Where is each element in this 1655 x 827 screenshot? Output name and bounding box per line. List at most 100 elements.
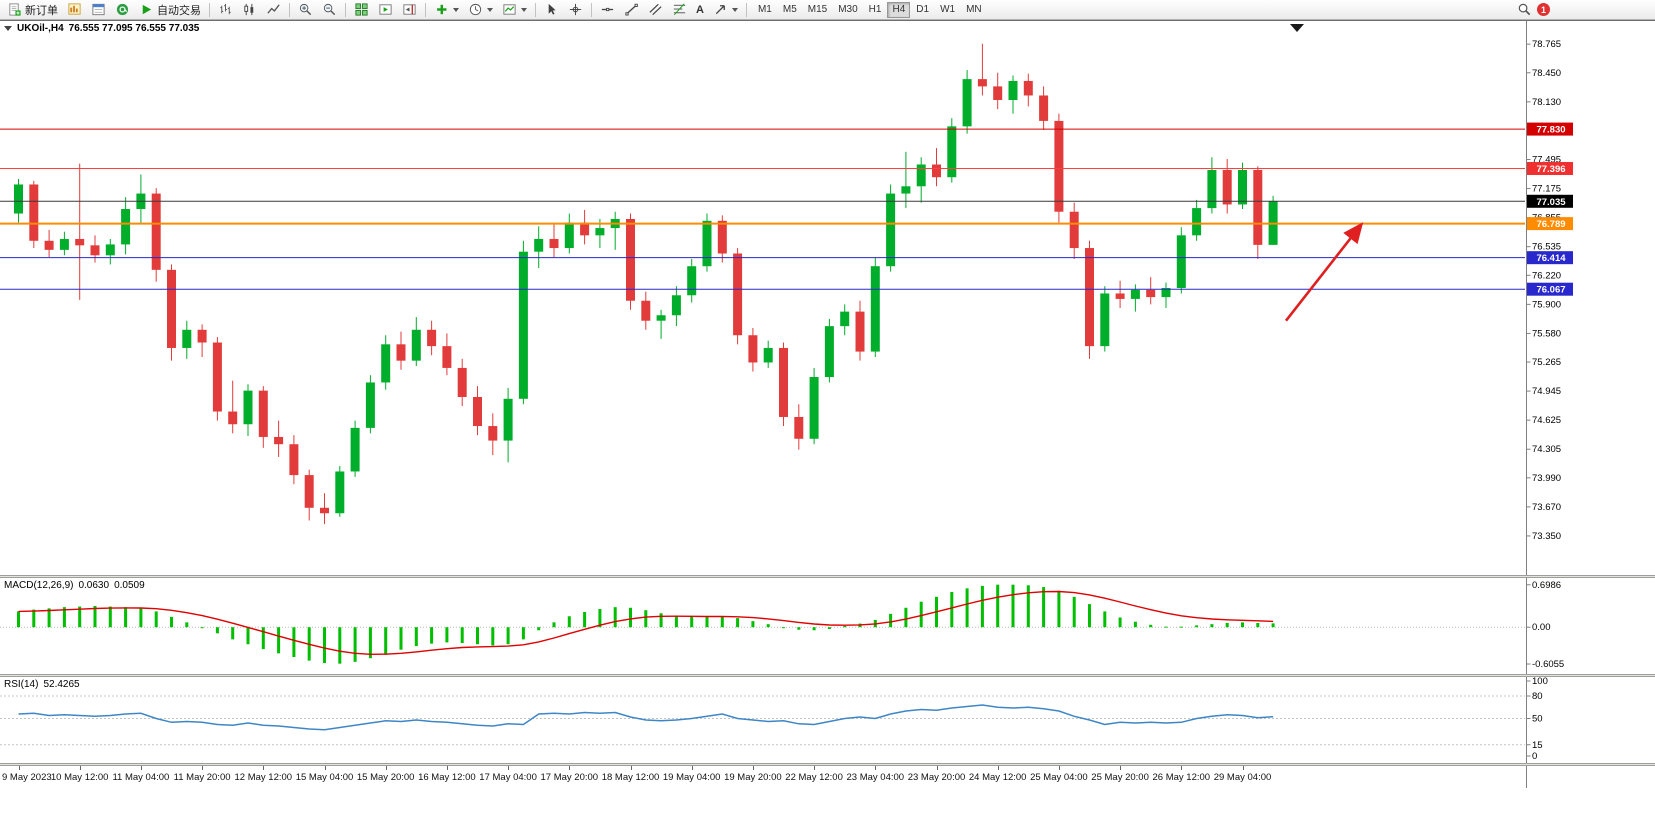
zoom-out-icon xyxy=(323,3,336,16)
chart-shift-button[interactable] xyxy=(398,1,421,19)
chart-title: UKOil-,H4 76.555 77.095 76.555 77.035 xyxy=(4,23,199,34)
timeframe-button-m30[interactable]: M30 xyxy=(833,2,862,18)
cursor-icon xyxy=(548,3,556,15)
time-axis-label: 11 May 20:00 xyxy=(173,772,231,783)
time-axis-tick xyxy=(263,766,265,770)
auto-trading-button[interactable]: 自动交易 xyxy=(135,1,205,19)
community-button[interactable] xyxy=(111,1,134,19)
main-toolbar: 新订单 自动交易 xyxy=(0,0,1655,20)
svg-text:78.130: 78.130 xyxy=(1532,97,1561,108)
panel-resize-handle[interactable] xyxy=(0,674,1655,677)
notification-badge[interactable]: 1 xyxy=(1537,3,1550,16)
time-axis-tick xyxy=(752,766,754,770)
add-indicator-icon xyxy=(437,4,447,15)
horizontal-line-icon xyxy=(601,7,614,12)
macd-canvas[interactable]: 0.6986 0.00 -0.6055 xyxy=(0,578,1655,674)
timeframe-button-m5[interactable]: M5 xyxy=(778,2,802,18)
svg-text:78.450: 78.450 xyxy=(1532,68,1561,79)
timeframe-button-mn[interactable]: MN xyxy=(961,2,987,18)
time-axis-tick xyxy=(1181,766,1183,770)
horizontal-line-tool-button[interactable] xyxy=(596,1,619,19)
svg-text:75.900: 75.900 xyxy=(1532,299,1561,310)
time-axis-label: 17 May 04:00 xyxy=(479,772,537,783)
time-axis-label: 9 May 2023 xyxy=(2,772,52,783)
dropdown-caret-icon xyxy=(487,7,493,12)
macd-label: MACD(12,26,9) xyxy=(4,580,74,591)
time-axis-label: 23 May 04:00 xyxy=(846,772,905,783)
svg-text:74.945: 74.945 xyxy=(1532,386,1561,397)
new-order-button[interactable]: 新订单 xyxy=(3,1,62,19)
time-axis-tick xyxy=(385,766,387,770)
panel-resize-handle[interactable] xyxy=(0,575,1655,578)
rsi-canvas[interactable]: 100 80 50 150 xyxy=(0,677,1655,763)
time-axis-tick xyxy=(446,766,448,770)
tile-windows-button[interactable] xyxy=(350,1,373,19)
time-axis-label: 19 May 04:00 xyxy=(662,772,721,783)
text-tool-button[interactable]: A xyxy=(692,1,708,19)
timeframe-button-m1[interactable]: M1 xyxy=(753,2,777,18)
auto-trading-play-icon xyxy=(142,4,152,15)
zoom-in-button[interactable] xyxy=(294,1,317,19)
one-click-toggle-icon[interactable] xyxy=(4,26,12,31)
time-axis-label: 11 May 04:00 xyxy=(112,772,170,783)
macd-title: MACD(12,26,9) 0.0630 0.0509 xyxy=(4,580,145,591)
auto-scroll-button[interactable] xyxy=(374,1,397,19)
svg-text:76.535: 76.535 xyxy=(1532,242,1561,253)
chart-ohlc-values: 76.555 77.095 76.555 77.035 xyxy=(68,23,200,34)
rsi-panel[interactable]: 100 80 50 15 0 RSI(14) 52.4265 xyxy=(0,677,1655,763)
macd-panel[interactable]: 0.6986 0.00 -0.6055 MACD(12,26,9) 0.0630 0… xyxy=(0,578,1655,674)
svg-text:76.789: 76.789 xyxy=(1536,219,1565,230)
periods-button[interactable] xyxy=(464,1,497,19)
search-button[interactable] xyxy=(1513,1,1536,19)
time-axis-label: 29 May 04:00 xyxy=(1213,772,1272,783)
toolbar-separator xyxy=(289,2,290,17)
crosshair-button[interactable] xyxy=(564,1,587,19)
bars-chart-icon xyxy=(220,3,231,15)
templates-button[interactable] xyxy=(498,1,531,19)
time-axis-label: 22 May 12:00 xyxy=(785,772,843,783)
timeframe-button-d1[interactable]: D1 xyxy=(911,2,934,18)
time-axis-tick xyxy=(691,766,693,770)
new-chart-button[interactable] xyxy=(63,1,86,19)
price-chart-panel[interactable]: 78.76578.45078.13077.49577.17576.85576.5… xyxy=(0,21,1655,575)
crosshair-icon xyxy=(569,3,582,16)
bars-chart-type-button[interactable] xyxy=(214,1,237,19)
time-axis-label: 19 May 20:00 xyxy=(724,772,782,783)
add-indicator-button[interactable] xyxy=(430,1,463,19)
macd-signal-line xyxy=(18,590,1274,656)
time-axis-tick xyxy=(1058,766,1060,770)
panel-resize-handle[interactable] xyxy=(0,763,1655,766)
time-axis-tick xyxy=(18,766,20,770)
price-level-badge xyxy=(1527,282,1573,296)
toolbar-separator xyxy=(209,2,210,17)
time-axis-tick xyxy=(630,766,632,770)
svg-text:100: 100 xyxy=(1532,677,1548,687)
macd-signal-value: 0.0509 xyxy=(114,580,145,591)
dropdown-caret-icon xyxy=(453,7,459,12)
timeframe-button-h1[interactable]: H1 xyxy=(864,2,887,18)
profiles-button[interactable] xyxy=(87,1,110,19)
timeframe-button-m15[interactable]: M15 xyxy=(803,2,832,18)
time-axis-tick xyxy=(1242,766,1244,770)
cursor-button[interactable] xyxy=(540,1,563,19)
auto-scroll-icon xyxy=(379,4,392,15)
trendline-tool-button[interactable] xyxy=(620,1,643,19)
channel-tool-button[interactable] xyxy=(644,1,667,19)
svg-text:0.6986: 0.6986 xyxy=(1532,580,1561,591)
price-chart-canvas[interactable]: 78.76578.45078.13077.49577.17576.85576.5… xyxy=(0,21,1655,575)
time-axis[interactable]: 9 May 2023 10 May 12:00 11 May 04:00 11 May… xyxy=(0,766,1655,788)
chart-window: 78.76578.45078.13077.49577.17576.85576.5… xyxy=(0,20,1655,827)
arrows-tool-button[interactable] xyxy=(709,1,742,19)
timeframe-button-w1[interactable]: W1 xyxy=(935,2,960,18)
channel-icon xyxy=(649,3,662,16)
fibonacci-tool-button[interactable] xyxy=(668,1,691,19)
timeframe-button-h4[interactable]: H4 xyxy=(887,1,911,18)
line-chart-type-button[interactable] xyxy=(262,1,285,19)
trend-arrow-annotation xyxy=(1284,222,1364,322)
price-level-badge xyxy=(1527,194,1573,208)
zoom-out-button[interactable] xyxy=(318,1,341,19)
chart-shift-marker xyxy=(1290,24,1304,32)
candles-chart-type-button[interactable] xyxy=(238,1,261,19)
chart-symbol-label: UKOil-,H4 xyxy=(17,23,64,34)
svg-text:-0.6055: -0.6055 xyxy=(1532,659,1564,670)
